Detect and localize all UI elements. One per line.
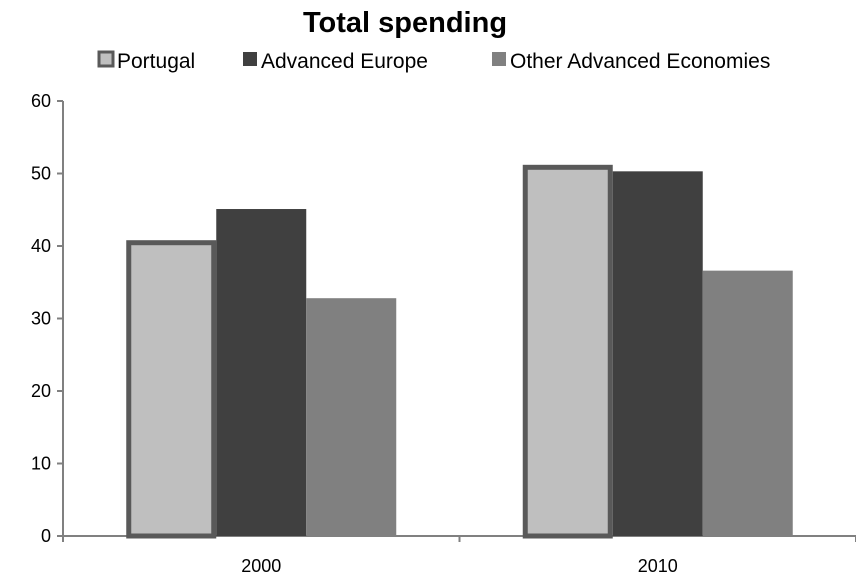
legend-label: Other Advanced Economies <box>510 50 770 73</box>
y-tick-label: 40 <box>31 236 51 256</box>
y-tick-label: 10 <box>31 454 51 474</box>
x-tick-label: 2010 <box>638 556 678 576</box>
plot-area: 0 10 20 30 40 50 60 2000 2010 <box>31 91 856 576</box>
y-tick-label: 20 <box>31 381 51 401</box>
bar-portugal-2010 <box>522 164 613 539</box>
legend: Portugal Advanced Europe Other Advanced Ec… <box>97 50 770 73</box>
bar-advanced-europe-2010 <box>612 171 703 536</box>
bar-other-advanced-economies-2010 <box>702 270 793 536</box>
y-tick-label: 0 <box>41 526 51 546</box>
chart-title: Total spending <box>303 7 507 39</box>
bar-other-advanced-economies-2000 <box>306 298 397 536</box>
y-tick-label: 60 <box>31 91 51 111</box>
legend-swatch-other-advanced-economies <box>492 52 506 66</box>
bar-portugal-2000 <box>126 240 217 539</box>
bar-advanced-europe-2000 <box>216 209 307 536</box>
legend-swatch-portugal <box>97 50 115 68</box>
y-tick-label: 30 <box>31 309 51 329</box>
y-tick-label: 50 <box>31 164 51 184</box>
legend-label: Advanced Europe <box>261 50 428 73</box>
legend-swatch-advanced-europe <box>243 52 257 66</box>
legend-label: Portugal <box>117 50 195 73</box>
x-tick-label: 2000 <box>241 556 281 576</box>
